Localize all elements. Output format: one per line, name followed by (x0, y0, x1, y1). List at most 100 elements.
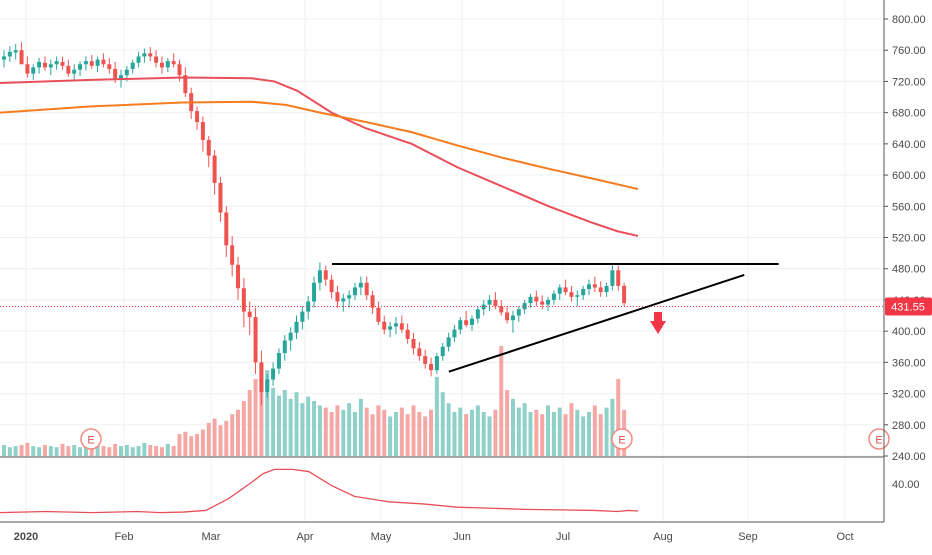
volume-bar (276, 395, 281, 456)
candle-body (171, 61, 176, 65)
candle-body (288, 332, 293, 341)
volume-bar (388, 416, 393, 456)
price-tick-label: 760.00 (892, 45, 926, 57)
earnings-label: E (875, 435, 882, 447)
candle-body (616, 270, 621, 286)
candle-body (353, 287, 357, 296)
volume-bar (575, 409, 580, 456)
trend-annotations (0, 263, 884, 373)
volume-bar (604, 407, 609, 456)
earnings-marker-icon[interactable]: E (611, 428, 633, 450)
volume-bar (534, 409, 539, 456)
candle-body (516, 309, 521, 316)
price-tick-label: 320.00 (892, 389, 926, 401)
earnings-marker-icon[interactable]: E (868, 428, 890, 450)
volume-bar (177, 434, 182, 456)
candle-body (487, 299, 492, 305)
candle-body (66, 65, 71, 74)
candle-body (335, 292, 340, 302)
candle-body (563, 287, 568, 293)
earnings-label: E (618, 435, 625, 447)
oscillator-pane (0, 456, 884, 514)
volume-bar (42, 445, 47, 456)
volume-bar (399, 407, 404, 456)
price-tick-label: 280.00 (892, 420, 926, 432)
candle-body (557, 287, 562, 294)
volume-bar (446, 403, 451, 456)
candle-body (282, 340, 287, 353)
volume-bar (31, 446, 36, 456)
candle-body (546, 299, 551, 305)
candle-body (569, 292, 574, 297)
volume-bar (189, 436, 194, 456)
candle-body (434, 356, 439, 371)
volume-bar (247, 390, 252, 456)
arrow-down-icon (650, 312, 666, 334)
oscillator-line (0, 468, 639, 514)
volume-bar (470, 409, 474, 456)
volume-bar (364, 407, 369, 456)
volume-bar (142, 442, 147, 456)
volume-bar (581, 416, 586, 456)
candle-body (592, 284, 597, 288)
candle-body (259, 362, 264, 393)
candle-body (540, 301, 545, 305)
volume-bar (546, 405, 551, 456)
volume-bar (124, 445, 129, 456)
volume-bar (159, 447, 164, 456)
volume-bar (130, 447, 135, 456)
candle-body (159, 62, 164, 68)
volume-bar (522, 403, 527, 456)
candle-body (329, 279, 334, 293)
earnings-marker-icon[interactable]: E (80, 428, 102, 450)
volume-bar (2, 445, 6, 456)
last-price-badge: 431.55 (885, 297, 932, 316)
candle-body (177, 64, 182, 76)
volume-bar (200, 429, 205, 456)
volume-bar (236, 409, 240, 456)
volume-bar (294, 392, 299, 456)
candle-body (440, 346, 445, 357)
volume-bar (440, 392, 445, 456)
support-trendline[interactable] (448, 274, 745, 373)
moving-averages (0, 76, 639, 237)
candle-body (276, 352, 281, 369)
volume-bar (557, 407, 562, 456)
volume-bar (499, 346, 504, 456)
candle-body (2, 56, 6, 60)
volume-bar (241, 401, 246, 456)
candle-body (452, 329, 457, 338)
time-tick-label: May (371, 531, 392, 543)
candle-body (142, 53, 147, 57)
volume-bar (78, 447, 83, 456)
candle-body (95, 59, 100, 66)
candle-body (581, 289, 586, 296)
time-tick-label: Oct (836, 531, 853, 543)
candle-body (522, 303, 527, 310)
time-tick-label: 2020 (14, 531, 38, 543)
candle-body (7, 51, 12, 57)
volume-bar (154, 446, 159, 456)
volume-bar (598, 414, 603, 456)
volume-bar (382, 409, 387, 456)
volume-bar (165, 443, 170, 456)
candle-body (42, 62, 47, 68)
volume-bar (300, 403, 305, 456)
candle-body (107, 64, 112, 69)
volume-bar (423, 416, 428, 456)
volume-bar (323, 407, 328, 456)
candlesticks (2, 42, 627, 406)
candle-body (265, 379, 270, 393)
volume-bar (48, 446, 53, 456)
candle-body (587, 284, 591, 290)
volume-bar (288, 398, 293, 456)
volume-bar (317, 405, 322, 456)
candle-body (429, 363, 434, 371)
candle-body (382, 321, 387, 330)
price-tick-label: 480.00 (892, 264, 926, 276)
volume-bar (417, 412, 422, 456)
candle-body (247, 311, 252, 318)
time-tick-label: Sep (738, 531, 758, 543)
